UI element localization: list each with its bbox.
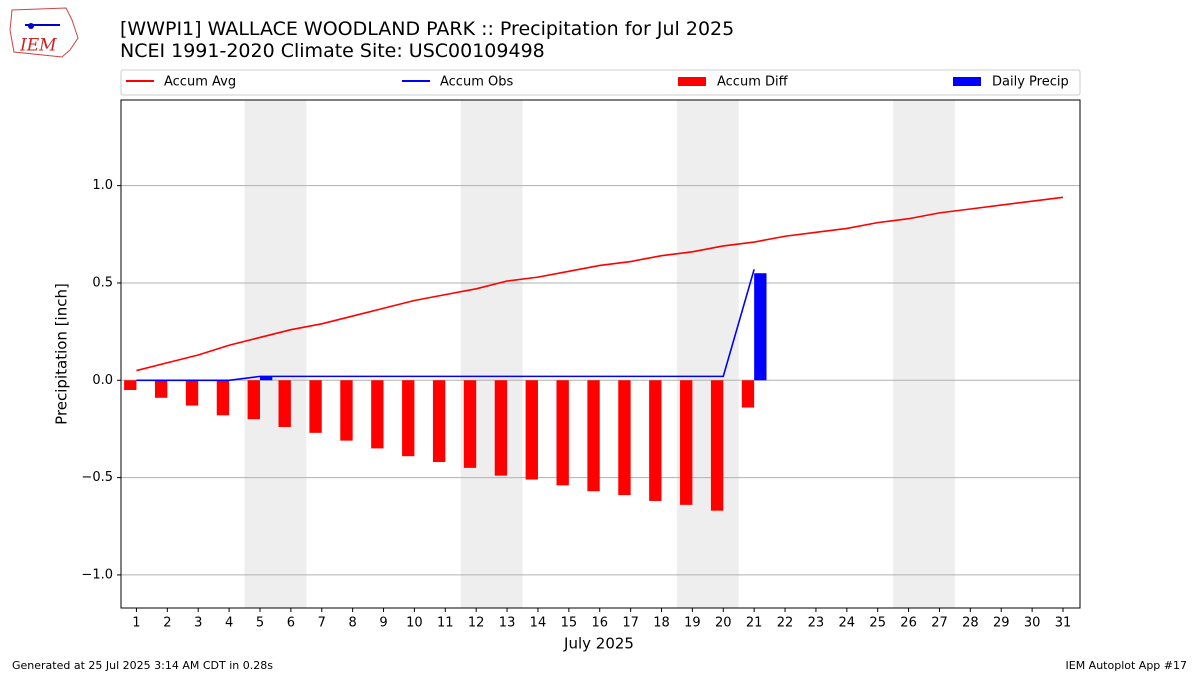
x-tick-label: 5 xyxy=(256,616,264,631)
x-tick-label: 4 xyxy=(225,616,233,631)
bar xyxy=(525,380,538,480)
bar xyxy=(402,380,415,457)
bar xyxy=(371,380,384,449)
bar xyxy=(185,380,199,406)
x-tick-label: 12 xyxy=(468,616,485,631)
bar xyxy=(754,273,767,381)
chart-subtitle: NCEI 1991-2020 Climate Site: USC00109498 xyxy=(120,40,545,62)
bar xyxy=(309,380,322,433)
bar xyxy=(247,380,260,420)
plot-frame xyxy=(120,99,1081,609)
legend-label: Daily Precip xyxy=(992,75,1069,90)
x-tick-label: 30 xyxy=(1024,616,1041,631)
x-tick-label: 9 xyxy=(379,616,387,631)
x-tick-label: 25 xyxy=(869,616,886,631)
bar xyxy=(278,380,291,427)
legend-swatch xyxy=(678,77,706,86)
bar xyxy=(556,380,569,486)
legend-swatch xyxy=(953,77,981,86)
x-tick-label: 11 xyxy=(437,616,454,631)
bar xyxy=(154,380,168,398)
x-tick-label: 3 xyxy=(194,616,202,631)
x-tick-label: 18 xyxy=(653,616,670,631)
weekend-shade xyxy=(460,100,523,608)
logo-text: IEM xyxy=(19,36,57,56)
bar xyxy=(340,380,353,441)
x-tick-label: 28 xyxy=(962,616,979,631)
weekend-shade xyxy=(676,100,739,608)
bar xyxy=(494,380,508,476)
y-tick-label: 1.0 xyxy=(92,178,113,193)
chart-title: [WWPI1] WALLACE WOODLAND PARK :: Precipi… xyxy=(120,18,734,40)
x-tick-label: 14 xyxy=(530,616,547,631)
x-tick-label: 2 xyxy=(163,616,171,631)
x-tick-label: 31 xyxy=(1055,616,1072,631)
x-tick-label: 1 xyxy=(132,616,140,631)
x-tick-label: 22 xyxy=(777,616,794,631)
footer-left: Generated at 25 Jul 2025 3:14 AM CDT in … xyxy=(12,659,273,672)
x-tick-label: 8 xyxy=(349,616,357,631)
x-tick-label: 16 xyxy=(591,616,608,631)
x-tick-label: 24 xyxy=(839,616,856,631)
y-tick-label: 0.0 xyxy=(92,373,113,388)
x-tick-label: 27 xyxy=(931,616,948,631)
line xyxy=(136,196,1064,372)
y-axis-label: Precipitation [inch] xyxy=(53,283,71,425)
x-tick-label: 23 xyxy=(808,616,825,631)
x-tick-label: 26 xyxy=(900,616,917,631)
x-tick-label: 15 xyxy=(561,616,578,631)
x-tick-label: 29 xyxy=(993,616,1010,631)
legend-label: Accum Avg xyxy=(164,75,236,90)
bar xyxy=(680,380,693,505)
footer-right: IEM Autoplot App #17 xyxy=(1066,659,1188,672)
y-tick-label: 0.5 xyxy=(92,275,113,290)
x-tick-label: 13 xyxy=(499,616,516,631)
bar xyxy=(649,380,662,501)
y-tick-label: −0.5 xyxy=(81,470,113,485)
bar xyxy=(432,380,446,463)
bar xyxy=(741,380,755,408)
bar xyxy=(216,380,230,416)
x-axis-label: July 2025 xyxy=(563,635,634,653)
bar xyxy=(463,380,477,468)
legend xyxy=(120,69,1081,96)
y-tick-label: −1.0 xyxy=(81,567,113,582)
x-tick-label: 6 xyxy=(287,616,295,631)
line xyxy=(136,269,755,382)
x-tick-label: 20 xyxy=(715,616,732,631)
bar xyxy=(124,380,137,391)
logo-icon xyxy=(28,23,34,29)
bar xyxy=(618,380,631,496)
legend-label: Accum Diff xyxy=(717,75,789,90)
weekend-shade xyxy=(244,100,307,608)
x-tick-label: 10 xyxy=(406,616,423,631)
x-tick-label: 19 xyxy=(684,616,701,631)
x-tick-label: 21 xyxy=(746,616,763,631)
weekend-shade xyxy=(893,100,955,608)
logo: IEM xyxy=(9,7,79,58)
bar xyxy=(587,380,600,492)
legend-label: Accum Obs xyxy=(440,75,513,90)
x-tick-label: 17 xyxy=(622,616,639,631)
bar xyxy=(259,376,273,381)
logo-outline xyxy=(9,7,79,58)
x-tick-label: 7 xyxy=(318,616,326,631)
bar xyxy=(710,380,724,511)
